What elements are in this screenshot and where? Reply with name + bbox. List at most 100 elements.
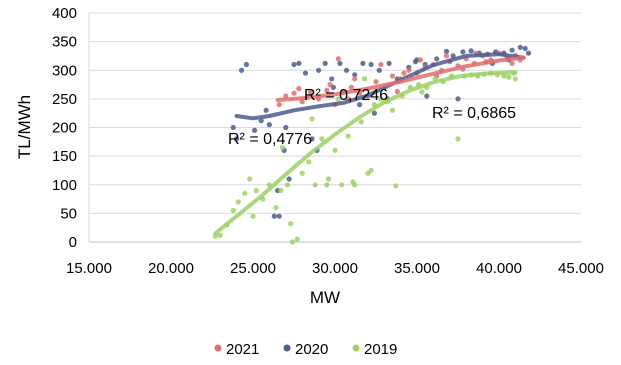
point-2021 — [283, 93, 289, 99]
x-tick-label: 40.000 — [476, 260, 522, 277]
point-2020 — [509, 47, 515, 53]
point-2021 — [335, 56, 341, 62]
point-2020 — [238, 67, 245, 73]
point-2020 — [316, 67, 322, 73]
point-2020 — [291, 61, 297, 68]
point-2019 — [368, 167, 374, 173]
x-tick-label: 30.000 — [312, 260, 358, 277]
legend-marker-2021 — [214, 344, 222, 352]
point-2020 — [522, 45, 528, 52]
point-2020 — [322, 60, 328, 66]
point-2020 — [386, 60, 392, 66]
point-2019 — [235, 199, 241, 205]
point-2019 — [345, 133, 351, 139]
point-2020 — [343, 67, 350, 73]
x-tick-label: 45.000 — [558, 260, 604, 277]
point-2021 — [352, 76, 358, 82]
y-tick-label: 200 — [52, 120, 77, 137]
point-2020 — [468, 48, 474, 54]
legend-marker-2020 — [283, 344, 291, 352]
point-2019 — [217, 232, 223, 238]
point-2021 — [509, 60, 515, 66]
point-2019 — [247, 176, 253, 182]
point-2019 — [506, 74, 512, 80]
y-tick-label: 250 — [52, 91, 77, 108]
point-2021 — [276, 102, 282, 108]
x-tick-label: 20.000 — [148, 260, 194, 277]
point-2019 — [212, 233, 218, 239]
point-2019 — [325, 176, 331, 182]
trendline-2021 — [275, 55, 526, 102]
point-2019 — [339, 182, 345, 188]
point-2021 — [307, 89, 313, 95]
x-tick-label: 25.000 — [230, 260, 276, 277]
point-2019 — [335, 96, 341, 102]
x-tick-label: 15.000 — [66, 260, 112, 277]
point-2020 — [443, 48, 450, 55]
point-2019 — [284, 182, 290, 188]
point-2021 — [378, 61, 384, 68]
y-tick-label: 100 — [52, 177, 77, 194]
point-2019 — [294, 236, 300, 242]
r2-label-2020: R² = 0,4776 — [228, 131, 312, 148]
point-2020 — [243, 61, 249, 68]
point-2019 — [289, 239, 295, 245]
point-2021 — [443, 53, 450, 59]
point-2019 — [389, 107, 395, 113]
point-2020 — [376, 67, 382, 73]
point-2020 — [455, 96, 461, 102]
point-2021 — [394, 88, 400, 94]
point-2019 — [324, 182, 330, 188]
point-2019 — [393, 183, 399, 189]
point-2021 — [348, 84, 354, 90]
legend-label-2019: 2019 — [364, 341, 397, 358]
trendline-2019 — [213, 70, 518, 236]
legend-label-2020: 2020 — [295, 341, 328, 358]
point-2020 — [460, 49, 466, 55]
point-2020 — [283, 124, 289, 131]
y-tick-label: 50 — [60, 205, 77, 222]
legend-marker-2019 — [352, 344, 360, 352]
point-2020 — [266, 122, 272, 128]
r2-label-2021: R² = 0,7246 — [304, 87, 388, 104]
point-2020 — [517, 44, 523, 50]
r2-label-2019: R² = 0,6865 — [432, 105, 516, 122]
point-2019 — [299, 170, 305, 176]
point-2019 — [230, 207, 236, 214]
y-tick-label: 300 — [52, 62, 77, 79]
point-2019 — [288, 221, 294, 227]
point-2019 — [250, 213, 256, 219]
point-2020 — [234, 136, 240, 142]
point-2021 — [327, 82, 333, 88]
point-2020 — [337, 60, 343, 66]
point-2021 — [406, 67, 412, 73]
tick-labels: 0 50 100 150 200 250 300 350 400 15.000 20.000 25.0… — [52, 5, 604, 277]
point-2021 — [373, 79, 379, 85]
trendlines — [213, 52, 526, 236]
point-2020 — [230, 124, 236, 131]
point-2021 — [296, 86, 302, 92]
y-tick-label: 150 — [52, 148, 77, 165]
point-2021 — [401, 70, 407, 76]
trendline-2020 — [234, 52, 526, 121]
point-2019 — [455, 136, 461, 142]
point-2020 — [263, 107, 269, 113]
point-2020 — [434, 56, 440, 62]
x-tick-label: 35.000 — [394, 260, 440, 277]
y-axis-title: TL/MWh — [15, 95, 34, 159]
point-2020 — [412, 59, 418, 65]
legend-label-2021: 2021 — [226, 341, 259, 358]
point-2021 — [299, 99, 305, 105]
point-2020 — [286, 176, 292, 182]
point-2019 — [273, 205, 279, 211]
point-2019 — [361, 76, 368, 82]
point-2019 — [312, 182, 318, 188]
point-2019 — [253, 187, 259, 194]
point-2020 — [424, 93, 430, 99]
point-2019 — [279, 144, 286, 151]
point-2020 — [360, 60, 366, 66]
point-2020 — [271, 213, 277, 219]
point-2019 — [306, 159, 312, 165]
point-2019 — [242, 190, 248, 196]
